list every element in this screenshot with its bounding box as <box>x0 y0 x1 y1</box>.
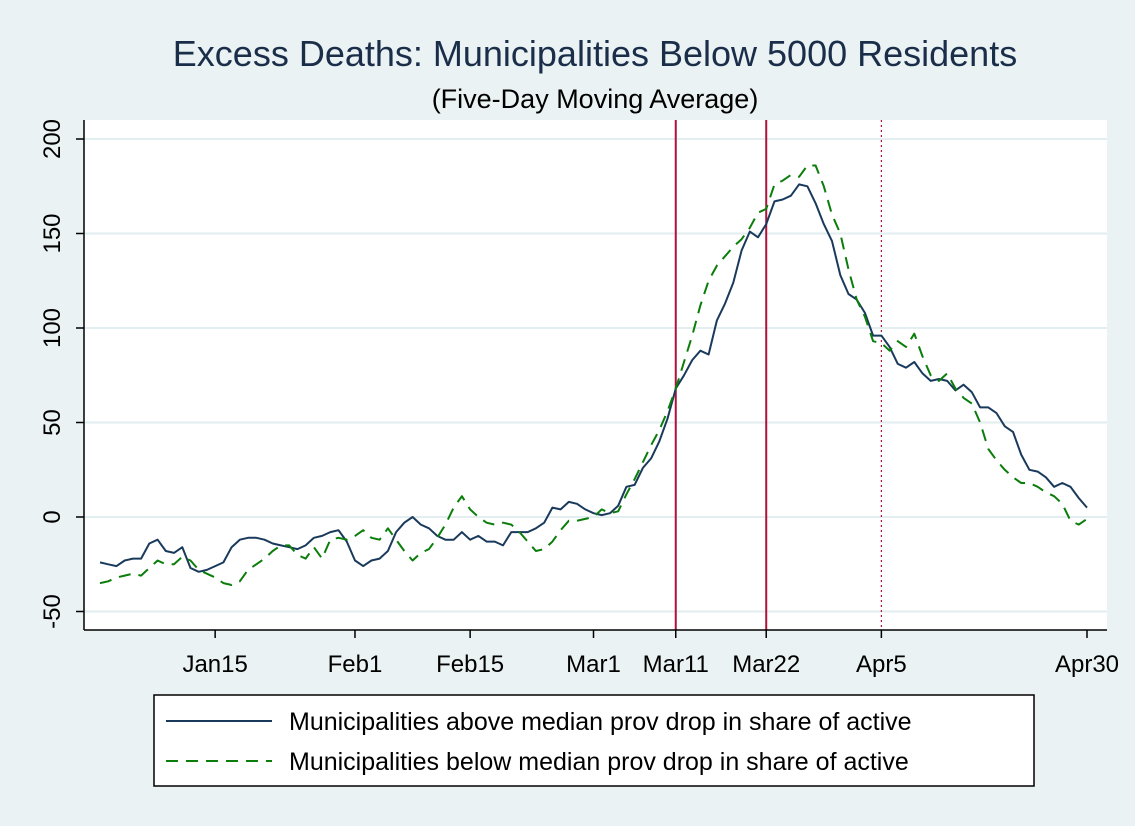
series-line-above-median <box>99 183 1088 573</box>
y-tick-label: 150 <box>39 213 66 253</box>
chart-subtitle: (Five-Day Moving Average) <box>432 84 759 114</box>
x-tick-label: Apr30 <box>1055 651 1119 678</box>
y-tick-label: 50 <box>39 409 66 436</box>
gridlines <box>84 138 1107 613</box>
y-tick-label: -50 <box>39 594 66 629</box>
legend-label-above-median: Municipalities above median prov drop in… <box>289 708 912 736</box>
series-line-below-median <box>99 164 1088 586</box>
legend: Municipalities above median prov drop in… <box>153 694 1035 787</box>
series-lines <box>99 164 1088 586</box>
x-tick-label: Feb15 <box>436 651 504 678</box>
x-tick-label: Apr5 <box>856 651 907 678</box>
y-tick-label: 200 <box>39 119 66 159</box>
x-tick-label: Mar1 <box>566 651 621 678</box>
plot-area <box>84 120 1107 630</box>
legend-label-below-median: Municipalities below median prov drop in… <box>289 748 909 776</box>
y-tick-label: 0 <box>39 510 66 523</box>
reference-lines <box>674 120 882 630</box>
chart-title: Excess Deaths: Municipalities Below 5000… <box>173 33 1017 74</box>
x-tick-label: Mar11 <box>643 651 709 678</box>
y-tick-label: 100 <box>39 308 66 348</box>
x-tick-label: Feb1 <box>328 651 383 678</box>
legend-box <box>153 694 1035 787</box>
axes: -50 0 50 100 150 200 Jan15 Feb1 Feb15 Mar1 Mar11 Ma… <box>39 119 1119 678</box>
x-tick-label: Mar22 <box>732 651 800 678</box>
x-tick-label: Jan15 <box>182 651 247 678</box>
